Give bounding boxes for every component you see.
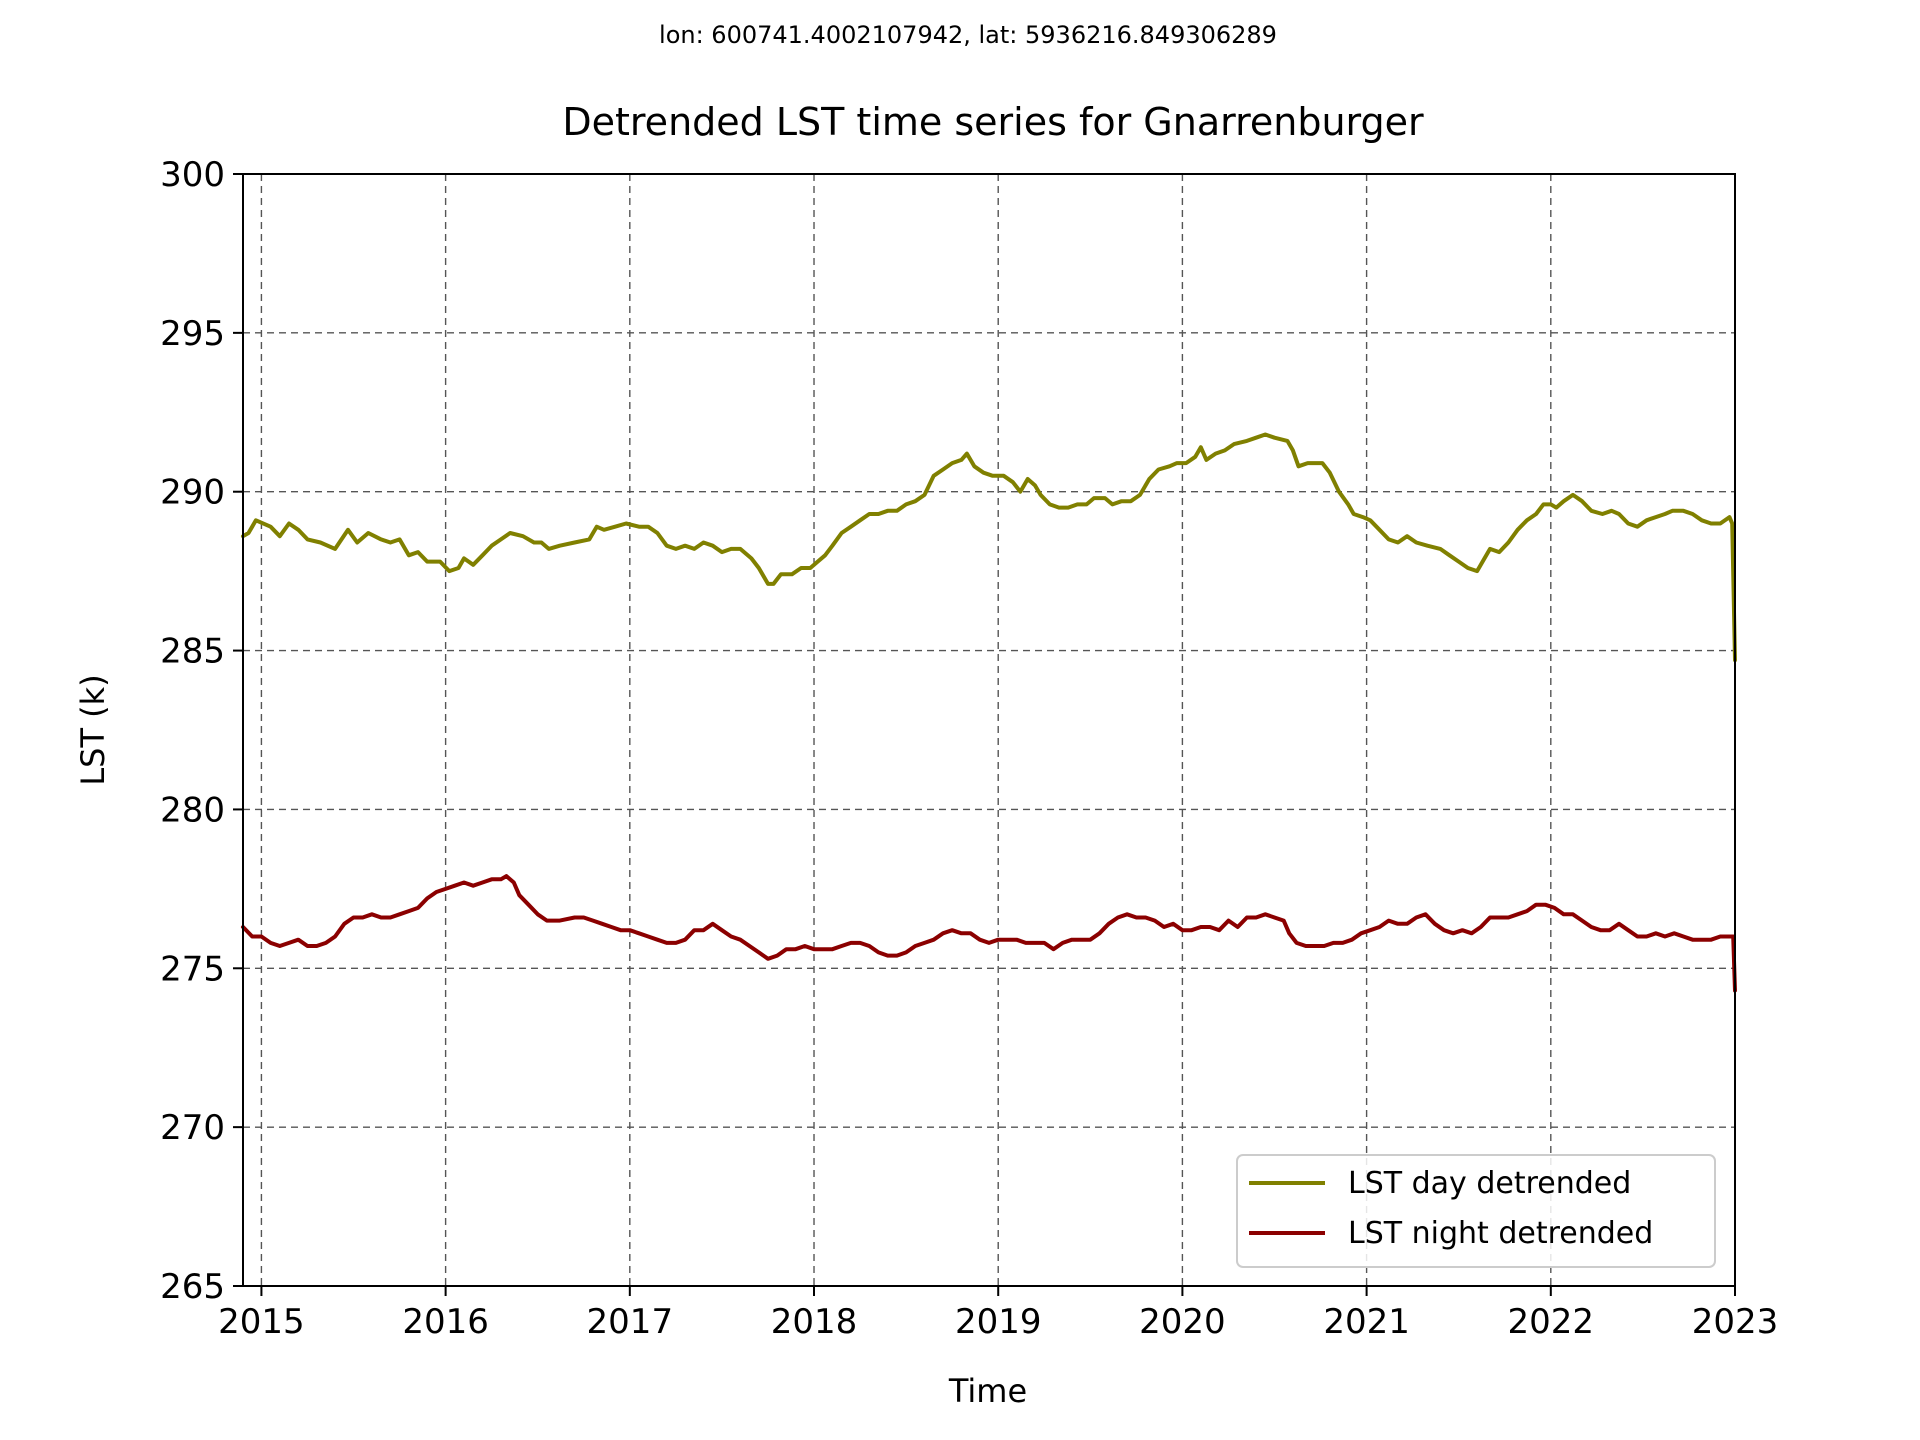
x-tick-label: 2019 — [955, 1302, 1042, 1342]
x-tick-label: 2017 — [587, 1302, 674, 1342]
location-subtitle: lon: 600741.4002107942, lat: 5936216.849… — [659, 21, 1277, 49]
x-axis-label: Time — [948, 1372, 1027, 1410]
y-tick-label: 300 — [160, 155, 225, 195]
series-line-night — [241, 874, 1737, 993]
y-tick-label: 290 — [160, 473, 225, 513]
y-axis-ticks: 265 270 275 280 285 290 295 300 — [160, 155, 243, 1307]
y-tick-label: 265 — [160, 1267, 225, 1307]
legend-label-day: LST day detrended — [1348, 1166, 1631, 1201]
y-tick-label: 270 — [160, 1108, 225, 1148]
x-tick-label: 2023 — [1692, 1302, 1779, 1342]
y-tick-label: 280 — [160, 790, 225, 830]
y-axis-label: LST (k) — [74, 674, 112, 785]
y-tick-label: 295 — [160, 314, 225, 354]
x-tick-label: 2015 — [218, 1302, 305, 1342]
x-tick-label: 2022 — [1508, 1302, 1595, 1342]
x-tick-label: 2020 — [1139, 1302, 1226, 1342]
legend: LST day detrended LST night detrended — [1236, 1154, 1716, 1268]
y-tick-label: 275 — [160, 949, 225, 989]
x-axis-ticks: 2015 2016 2017 2018 2019 2020 2021 2022 2023 — [218, 1286, 1778, 1342]
chart-title: Detrended LST time series for Gnarrenbur… — [562, 100, 1424, 144]
plot-frame — [242, 173, 1736, 1287]
legend-box — [1236, 1154, 1716, 1268]
y-tick-label: 285 — [160, 632, 225, 672]
x-tick-label: 2018 — [771, 1302, 858, 1342]
x-tick-label: 2016 — [402, 1302, 489, 1342]
series-line-day — [241, 432, 1737, 663]
x-tick-label: 2021 — [1323, 1302, 1410, 1342]
legend-label-night: LST night detrended — [1348, 1216, 1653, 1251]
series-lines — [241, 432, 1737, 993]
